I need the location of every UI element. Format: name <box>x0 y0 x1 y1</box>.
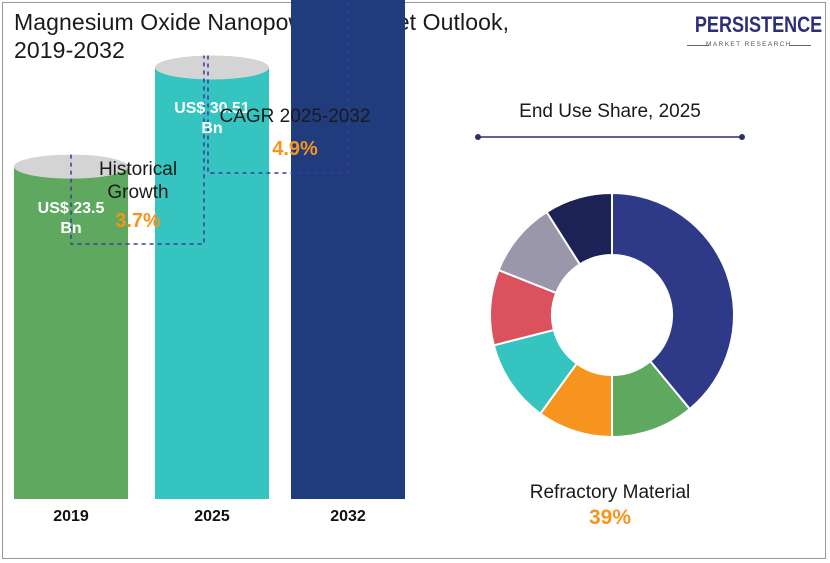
cagr-connector <box>207 0 349 174</box>
bar-value-label-2019: US$ 23.5 Bn <box>14 199 128 239</box>
historical-growth-value: 3.7% <box>115 210 161 232</box>
bar-value-label-2025: US$ 30.51 Bn <box>155 99 269 139</box>
logo-rule-right <box>789 45 811 46</box>
historical-label-line-1: Historical <box>98 159 178 180</box>
rule-end-dot-left <box>475 134 481 140</box>
logo-rule-left <box>687 45 709 46</box>
cagr-value: 4.9% <box>272 138 318 160</box>
bar-cap-2025 <box>155 55 269 80</box>
title-line-1: Magnesium Oxide Nanopowder Market Outloo… <box>14 9 510 35</box>
donut-slice-7 <box>545 191 613 266</box>
logo-tagline: MARKET RESEARCH <box>706 41 792 48</box>
bar-value-label-line: Bn <box>201 120 223 138</box>
historical-growth-label: Historical Growth <box>78 158 198 204</box>
highlight-segment-value: 39% <box>588 506 632 529</box>
page-title: Magnesium Oxide Nanopowder Market Outloo… <box>14 8 509 64</box>
highlight-segment-label: Refractory Material <box>529 482 691 503</box>
brand-logo: PERSISTENCE MARKET RESEARCH <box>683 12 823 56</box>
x-tick-label-2025: 2025 <box>194 508 230 525</box>
x-tick-label-2019: 2019 <box>53 508 89 525</box>
x-tick-label-2032: 2032 <box>330 508 366 525</box>
bar-value-label-line: US$ 30.51 <box>174 100 250 118</box>
cagr-label: CAGR 2025-2032 <box>219 106 371 127</box>
bar-value-label-line: Bn <box>60 219 82 237</box>
title-line-2: 2019-2032 <box>14 37 125 63</box>
historical-growth-connector <box>70 55 205 245</box>
logo-wordmark: PERSISTENCE <box>694 12 823 37</box>
historical-label-line-2: Growth <box>107 182 169 203</box>
rule-end-dot-right <box>739 134 745 140</box>
donut-chart-title: End Use Share, 2025 <box>519 101 701 122</box>
donut-slice-1 <box>611 191 735 411</box>
bar-2025 <box>155 67 269 499</box>
bar-value-label-line: US$ 23.5 <box>37 199 105 217</box>
